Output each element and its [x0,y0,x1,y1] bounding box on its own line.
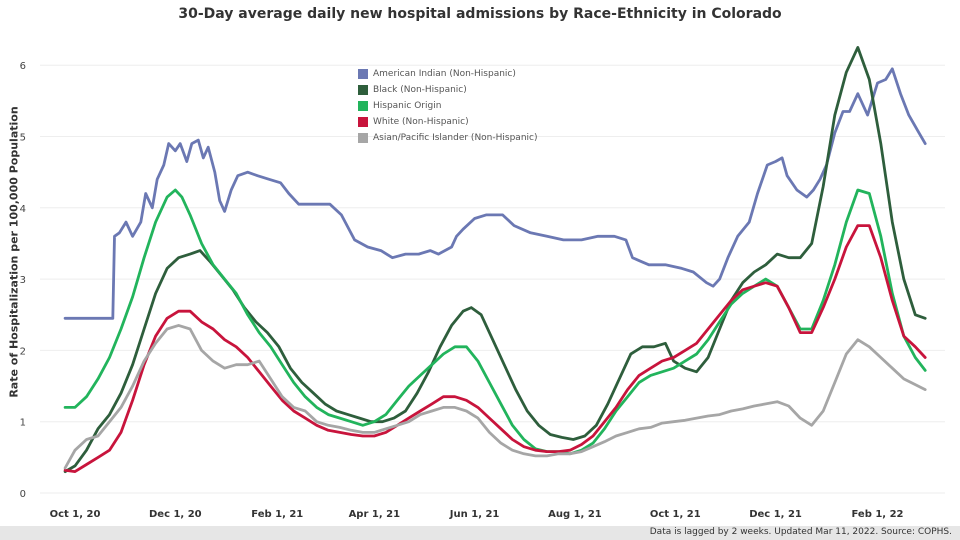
series-line-4[interactable] [63,324,927,470]
legend-swatch [358,69,368,79]
legend-swatch [358,117,368,127]
x-tick-label: Oct 1, 20 [50,509,101,520]
legend-item-black[interactable]: Black (Non-Hispanic) [358,82,538,98]
x-axis-ticks: Oct 1, 20 Dec 1, 20 Feb 1, 21 Apr 1, 21 Jun … [50,509,904,520]
legend-label: White (Non-Hispanic) [373,117,469,127]
legend-item-hispanic[interactable]: Hispanic Origin [358,98,538,114]
x-tick-label: Dec 1, 20 [149,509,202,520]
y-tick-label: 3 [20,275,26,286]
legend-label: Hispanic Origin [373,101,442,111]
series-line-1[interactable] [63,46,927,473]
y-tick-label: 1 [20,418,26,429]
footer-note: Data is lagged by 2 weeks. Updated Mar 1… [649,527,952,537]
legend-swatch [358,133,368,143]
legend-label: Black (Non-Hispanic) [373,85,467,95]
legend-label: American Indian (Non-Hispanic) [373,69,516,79]
x-tick-label: Aug 1, 21 [548,509,602,520]
y-tick-label: 4 [20,204,26,215]
legend-item-white[interactable]: White (Non-Hispanic) [358,114,538,130]
series-lines [63,46,927,473]
x-tick-label: Dec 1, 21 [749,509,802,520]
y-axis-ticks: 0 1 2 3 4 5 6 [20,61,26,500]
legend[interactable]: American Indian (Non-Hispanic) Black (No… [358,66,538,146]
x-tick-label: Apr 1, 21 [349,509,401,520]
y-tick-label: 2 [20,346,26,357]
x-tick-label: Feb 1, 22 [852,509,904,520]
series-line-0[interactable] [63,67,927,320]
series-line-3[interactable] [63,224,927,473]
x-tick-label: Jun 1, 21 [449,509,500,520]
y-tick-label: 6 [20,61,26,72]
legend-item-american-indian[interactable]: American Indian (Non-Hispanic) [358,66,538,82]
legend-swatch [358,101,368,111]
legend-swatch [358,85,368,95]
x-tick-label: Oct 1, 21 [650,509,701,520]
legend-label: Asian/Pacific Islander (Non-Hispanic) [373,133,538,143]
y-tick-label: 5 [20,133,26,144]
footer-bar: Data is lagged by 2 weeks. Updated Mar 1… [0,526,960,540]
legend-item-asian-pacific-islander[interactable]: Asian/Pacific Islander (Non-Hispanic) [358,130,538,146]
y-tick-label: 0 [20,489,26,500]
chart-title: 30-Day average daily new hospital admiss… [178,6,782,22]
x-tick-label: Feb 1, 21 [251,509,303,520]
